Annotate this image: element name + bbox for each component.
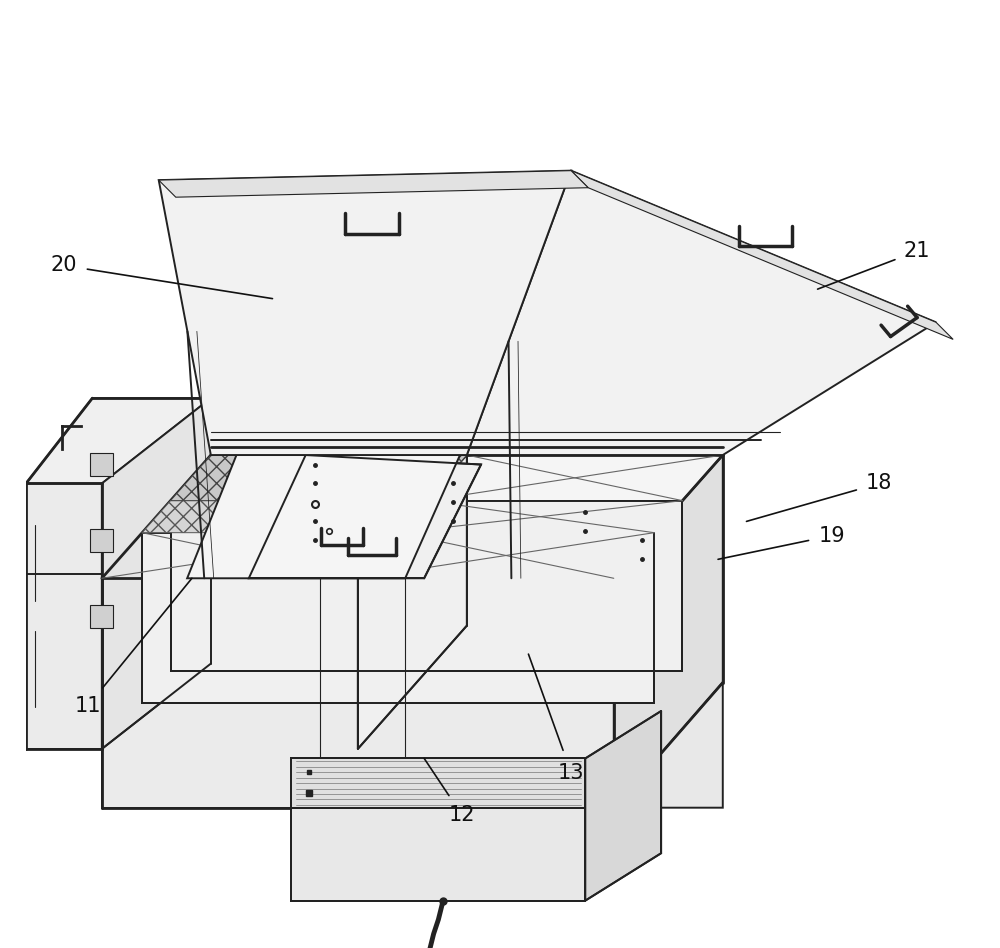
Polygon shape: [571, 171, 953, 339]
Text: 20: 20: [51, 255, 77, 276]
Polygon shape: [26, 483, 102, 749]
Text: 21: 21: [904, 241, 930, 262]
Polygon shape: [102, 578, 614, 808]
Text: 18: 18: [866, 473, 892, 494]
Polygon shape: [614, 455, 723, 808]
Polygon shape: [249, 455, 481, 578]
Polygon shape: [358, 455, 467, 749]
Polygon shape: [291, 808, 585, 901]
Bar: [90, 529, 113, 552]
Polygon shape: [291, 758, 585, 808]
Text: 11: 11: [74, 696, 101, 717]
Text: 13: 13: [558, 762, 584, 783]
Polygon shape: [102, 398, 211, 749]
Polygon shape: [142, 501, 426, 533]
Polygon shape: [159, 171, 571, 455]
Polygon shape: [26, 398, 211, 483]
Polygon shape: [142, 533, 654, 703]
Bar: [90, 453, 113, 476]
Polygon shape: [171, 455, 467, 501]
Polygon shape: [159, 171, 588, 197]
Polygon shape: [102, 455, 723, 578]
Polygon shape: [585, 711, 661, 901]
Polygon shape: [467, 171, 936, 455]
Text: 12: 12: [449, 805, 475, 826]
Text: 19: 19: [818, 525, 845, 546]
Polygon shape: [187, 389, 481, 578]
Polygon shape: [171, 501, 682, 671]
Polygon shape: [614, 683, 723, 808]
Bar: [90, 605, 113, 628]
